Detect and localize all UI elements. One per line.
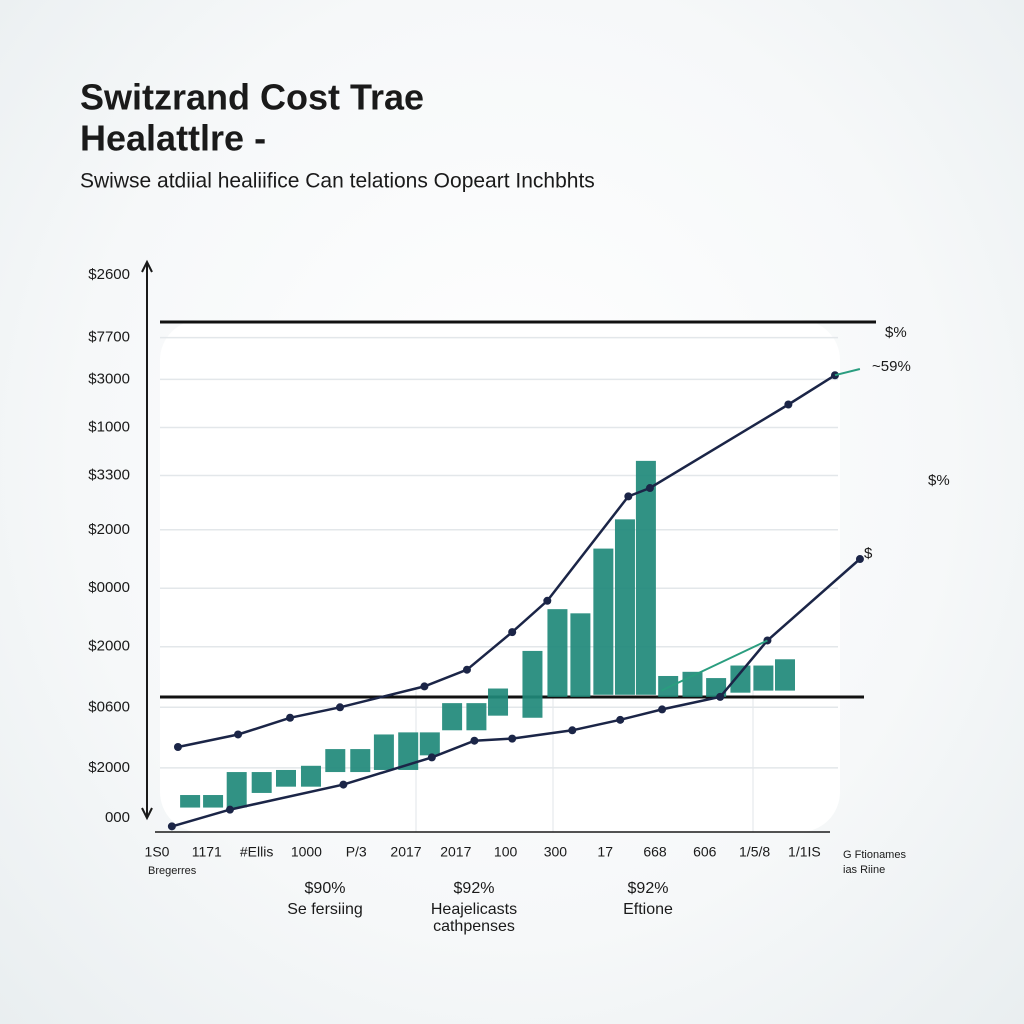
x-tick-label: 1/5/8 xyxy=(739,844,770,860)
line-point xyxy=(716,692,725,701)
line-point xyxy=(763,636,772,645)
bar xyxy=(753,665,774,691)
axis-arrow xyxy=(141,807,153,821)
x-tick-label: 300 xyxy=(544,844,568,860)
bar xyxy=(488,688,509,716)
bar xyxy=(350,749,371,773)
x-tick-label: 1171 xyxy=(192,844,222,860)
line-point xyxy=(543,596,552,605)
bar xyxy=(522,650,543,718)
x-tick-label: 668 xyxy=(643,844,667,860)
line-point xyxy=(568,726,577,735)
callout-label: Heajelicasts xyxy=(431,901,517,918)
line-point xyxy=(508,628,517,637)
line-point xyxy=(173,742,182,751)
line-point xyxy=(508,734,517,743)
bar xyxy=(730,665,751,693)
line-point xyxy=(286,713,295,722)
line-point xyxy=(336,703,345,712)
callout-label: Eftione xyxy=(623,901,673,918)
x-tick-label: 2017 xyxy=(390,844,421,860)
line-point xyxy=(645,484,654,493)
x-tick-label: P/3 xyxy=(346,844,367,860)
bar xyxy=(547,609,568,697)
x-tick-label: 2017 xyxy=(440,844,471,860)
y-tick-label: $3000 xyxy=(88,370,130,387)
y-tick-label: $2600 xyxy=(88,266,130,283)
callout-label: Se fersiing xyxy=(287,901,363,918)
bar xyxy=(614,519,635,695)
x-tick-label: 1000 xyxy=(291,844,322,860)
chart-subtitle: Swiwse atdiial healiifice Can telations … xyxy=(80,170,595,193)
axis-note: G Ftionames xyxy=(843,849,906,861)
bar xyxy=(325,749,346,773)
x-tick-label: 606 xyxy=(693,844,717,860)
bar xyxy=(774,659,795,691)
bar xyxy=(275,769,296,787)
y-tick-label: $1000 xyxy=(88,418,130,435)
line-point xyxy=(616,715,625,724)
callout-value: $92% xyxy=(454,880,495,897)
callout-value: $92% xyxy=(628,880,669,897)
line-point xyxy=(167,822,176,831)
line xyxy=(834,368,861,377)
x-tick-label: 100 xyxy=(494,844,518,860)
x-tick-label: 1/1IS xyxy=(788,844,821,860)
annotation: $ xyxy=(864,545,873,562)
line-point xyxy=(420,682,429,691)
bar xyxy=(442,703,463,731)
bar xyxy=(570,613,591,697)
line xyxy=(660,639,768,692)
callout-label: cathpenses xyxy=(433,918,515,935)
bar xyxy=(251,772,272,793)
line xyxy=(171,558,861,828)
y-tick-label: $2000 xyxy=(88,759,130,776)
x-tick-label: 17 xyxy=(597,844,613,860)
y-tick-label: $7700 xyxy=(88,329,130,346)
bar xyxy=(203,795,224,808)
bar xyxy=(419,732,440,756)
axis-note: Bregerres xyxy=(148,865,197,877)
line-point xyxy=(225,805,234,814)
callout-value: $90% xyxy=(305,880,346,897)
annotation: ~59% xyxy=(872,358,911,375)
line-point xyxy=(784,400,793,409)
bar xyxy=(373,734,394,770)
bar xyxy=(635,460,656,695)
x-tick-label: #Ellis xyxy=(240,844,273,860)
line-point xyxy=(624,492,633,501)
bar xyxy=(300,765,321,787)
chart-title: Switzrand Cost Trae xyxy=(80,77,424,118)
x-tick-label: 1S0 xyxy=(145,844,170,860)
bar xyxy=(706,678,727,697)
axis-note: ias Riine xyxy=(843,864,885,876)
line-point xyxy=(339,780,348,789)
chart-title: Healattlre - xyxy=(80,118,266,159)
line-point xyxy=(462,665,471,674)
y-tick-label: 000 xyxy=(105,809,130,826)
axis-arrow xyxy=(141,259,153,273)
bar xyxy=(466,703,487,731)
y-tick-label: $2000 xyxy=(88,638,130,655)
y-tick-label: $0600 xyxy=(88,698,130,715)
line-point xyxy=(234,730,243,739)
bar xyxy=(398,732,419,770)
line-point xyxy=(855,555,864,564)
line-point xyxy=(427,753,436,762)
line-point xyxy=(658,705,667,714)
line-point xyxy=(470,736,479,745)
annotation: $% xyxy=(928,472,950,489)
line-point xyxy=(830,371,839,380)
y-tick-label: $0000 xyxy=(88,579,130,596)
bar xyxy=(226,772,247,808)
y-tick-label: $3300 xyxy=(88,466,130,483)
annotation: $% xyxy=(885,324,907,341)
line xyxy=(177,374,836,749)
bar xyxy=(593,548,614,695)
plot-panel xyxy=(160,320,840,832)
bar xyxy=(180,795,201,808)
y-tick-label: $2000 xyxy=(88,521,130,538)
